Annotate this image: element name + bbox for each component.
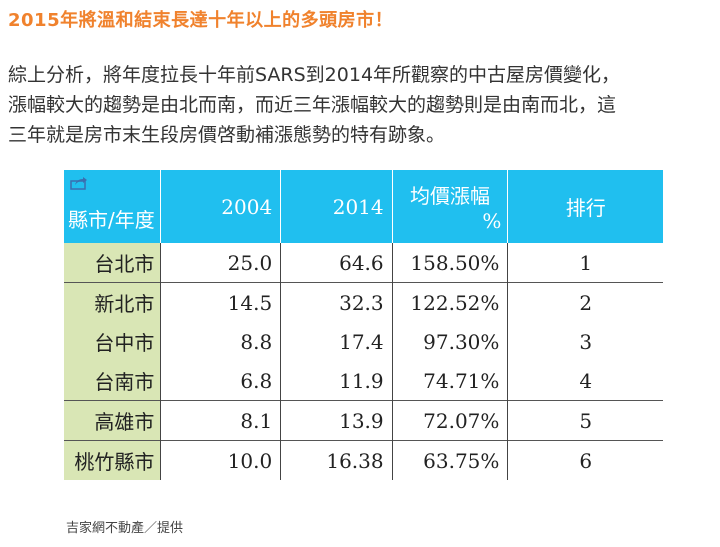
table-row: 台中市 8.8 17.4 97.30% 3 — [64, 322, 663, 361]
value-2004-cell: 14.5 — [160, 282, 281, 322]
header-avg-increase-label: 均價漲幅 — [410, 184, 491, 208]
table-header-row: 縣市/年度 2004 2014 均價漲幅 % 排行 — [64, 170, 663, 243]
increase-cell: 74.71% — [391, 361, 508, 401]
price-table-image: 縣市/年度 2004 2014 均價漲幅 % 排行 台北市 25.0 64.6 … — [64, 170, 663, 503]
article-paragraph: 綜上分析，將年度拉長十年前SARS到2014年所觀察的中古屋房價變化， 漲幅較大… — [8, 60, 708, 150]
table-row: 高雄市 8.1 13.9 72.07% 5 — [64, 400, 663, 441]
value-2014-cell: 64.6 — [280, 243, 393, 283]
value-2014-cell: 13.9 — [280, 400, 393, 441]
header-percent-label: % — [482, 209, 502, 233]
increase-cell: 122.52% — [391, 282, 508, 322]
increase-cell: 72.07% — [391, 400, 508, 441]
table-row: 台北市 25.0 64.6 158.50% 1 — [64, 243, 663, 283]
value-2004-cell: 8.8 — [160, 322, 281, 361]
header-2014: 2014 — [280, 170, 393, 243]
value-2004-cell: 8.1 — [160, 400, 281, 441]
increase-cell: 63.75% — [391, 440, 508, 480]
rank-cell: 4 — [507, 361, 663, 401]
header-city-label: 縣市/年度 — [68, 208, 155, 232]
header-city-year: 縣市/年度 — [64, 170, 161, 243]
value-2014-cell: 17.4 — [280, 322, 393, 361]
table-row: 新北市 14.5 32.3 122.52% 2 — [64, 282, 663, 322]
city-cell: 新北市 — [64, 282, 161, 322]
price-table: 縣市/年度 2004 2014 均價漲幅 % 排行 台北市 25.0 64.6 … — [64, 170, 663, 480]
paragraph-line: 綜上分析，將年度拉長十年前SARS到2014年所觀察的中古屋房價變化， — [8, 64, 621, 86]
value-2004-cell: 6.8 — [160, 361, 281, 401]
paragraph-line: 漲幅較大的趨勢是由北而南，而近三年漲幅較大的趨勢則是由南而北，這 — [8, 94, 617, 116]
city-cell: 高雄市 — [64, 400, 161, 441]
rank-cell: 3 — [507, 322, 663, 361]
article-heading: 2015年將溫和結束長達十年以上的多頭房市！ — [8, 10, 394, 31]
paragraph-line: 三年就是房市末生段房價啓動補漲態勢的特有跡象。 — [8, 124, 446, 146]
value-2004-cell: 10.0 — [160, 440, 281, 480]
table-row: 台南市 6.8 11.9 74.71% 4 — [64, 361, 663, 401]
rank-cell: 1 — [507, 243, 663, 283]
increase-cell: 158.50% — [391, 243, 508, 283]
city-cell: 桃竹縣市 — [64, 440, 161, 480]
table-row: 桃竹縣市 10.0 16.38 63.75% 6 — [64, 440, 663, 480]
rank-cell: 2 — [507, 282, 663, 322]
header-2004: 2004 — [160, 170, 281, 243]
value-2014-cell: 32.3 — [280, 282, 393, 322]
city-cell: 台南市 — [64, 361, 161, 401]
value-2014-cell: 11.9 — [280, 361, 393, 401]
rank-cell: 5 — [507, 400, 663, 441]
increase-cell: 97.30% — [391, 322, 508, 361]
value-2004-cell: 25.0 — [160, 243, 281, 283]
image-caption: 吉家網不動產／提供 — [66, 521, 184, 536]
value-2014-cell: 16.38 — [280, 440, 393, 480]
header-avg-increase: 均價漲幅 % — [391, 170, 508, 243]
header-rank: 排行 — [507, 170, 663, 243]
share-icon[interactable] — [70, 176, 88, 190]
city-cell: 台中市 — [64, 322, 161, 361]
rank-cell: 6 — [507, 440, 663, 480]
city-cell: 台北市 — [64, 243, 161, 283]
